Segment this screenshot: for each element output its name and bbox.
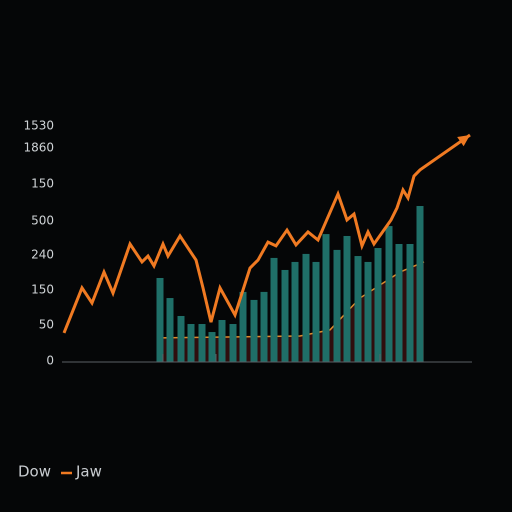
bar [260, 291, 268, 362]
bar [208, 332, 216, 362]
y-tick-label: 1530 [23, 119, 54, 133]
bar [302, 253, 310, 362]
bar [343, 235, 351, 362]
y-tick-label: 240 [31, 248, 54, 262]
bar [239, 291, 247, 362]
bar [177, 315, 185, 362]
bar [354, 256, 362, 362]
legend-label: Jaw [75, 463, 102, 481]
plot [62, 133, 471, 362]
bar [385, 226, 393, 362]
bar [291, 261, 299, 362]
bar [156, 277, 164, 362]
bar [312, 261, 320, 362]
arrow-head [457, 134, 470, 147]
bar [395, 244, 403, 362]
y-tick-label: 150 [31, 177, 54, 191]
bar [218, 319, 226, 362]
bar [406, 244, 414, 362]
bar [198, 324, 206, 362]
bar [364, 261, 372, 362]
y-tick-label: 500 [31, 214, 54, 228]
line [62, 133, 471, 334]
bar [416, 206, 424, 362]
y-tick-label: 0 [46, 354, 54, 368]
legend-label: Dow [18, 463, 51, 481]
bar [270, 257, 278, 362]
bar [166, 298, 174, 362]
bar [374, 248, 382, 362]
bar [250, 299, 258, 362]
bar [281, 269, 289, 362]
bar [229, 324, 237, 362]
y-tick-label: 1860 [23, 141, 54, 155]
bar [187, 324, 195, 362]
bar [333, 249, 341, 362]
bar [322, 234, 330, 362]
y-tick-label: 150 [31, 283, 54, 297]
y-tick-label: 50 [39, 318, 54, 332]
